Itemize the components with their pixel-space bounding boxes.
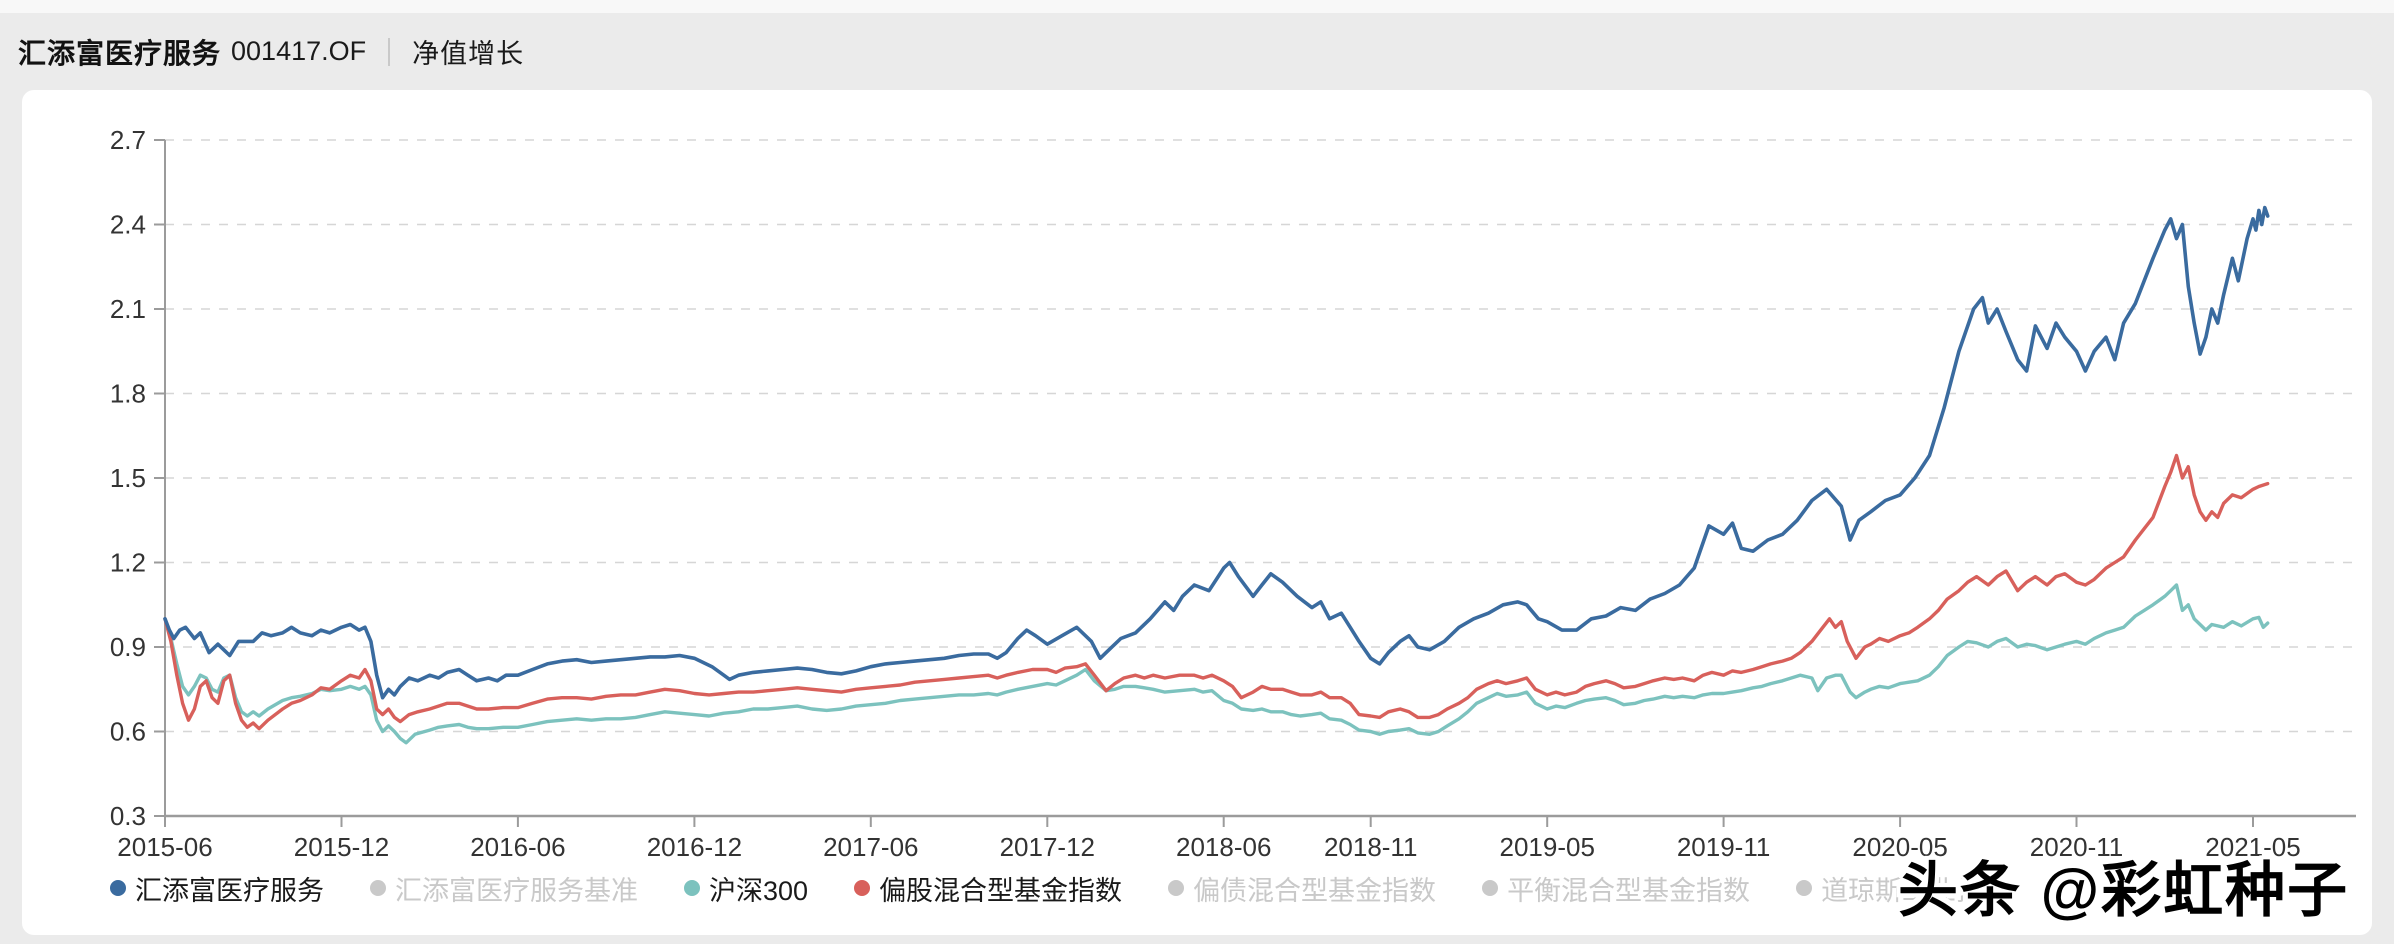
legend-dot-icon (1796, 880, 1813, 896)
chart-legend: 汇添富医疗服务 汇添富医疗服务基准 沪深300 偏股混合型基金指数 偏债混合型基金指数 平… (110, 869, 2010, 907)
fund-title: 汇添富医疗服务 (18, 37, 222, 69)
legend-dot-icon (684, 880, 700, 896)
legend-item-3[interactable]: 偏股混合型基金指数 (854, 869, 1122, 908)
watermark: 头条 @彩虹种子 (1898, 857, 2350, 924)
chart-subtitle: 净值增长 (412, 39, 525, 69)
legend-item-4[interactable]: 偏债混合型基金指数 (1168, 869, 1436, 908)
legend-item-0[interactable]: 汇添富医疗服务 (110, 869, 324, 908)
legend-label: 偏债混合型基金指数 (1193, 875, 1437, 906)
legend-item-5[interactable]: 平衡混合型基金指数 (1482, 869, 1750, 908)
legend-label: 沪深300 (709, 875, 809, 906)
legend-label: 汇添富医疗服务基准 (395, 875, 638, 906)
legend-dot-icon (370, 880, 386, 896)
legend-label: 道琼斯工业指数 (1821, 875, 2011, 906)
legend-item-6[interactable]: 道琼斯工业指数 (1796, 869, 2010, 908)
top-strip (0, 0, 2394, 13)
legend-label: 平衡混合型基金指数 (1507, 875, 1751, 906)
legend-label: 汇添富医疗服务 (135, 875, 324, 906)
legend-dot-icon (1482, 880, 1499, 896)
legend-label: 偏股混合型基金指数 (879, 875, 1123, 906)
page-header: 汇添富医疗服务 001417.OF 净值增长 (0, 13, 2394, 90)
legend-dot-icon (1168, 880, 1185, 896)
legend-dot-icon (110, 880, 126, 896)
header-divider (388, 37, 391, 66)
legend-item-2[interactable]: 沪深300 (684, 869, 808, 908)
legend-item-1[interactable]: 汇添富医疗服务基准 (370, 869, 638, 908)
chart-card (22, 90, 2372, 935)
fund-code: 001417.OF (231, 36, 367, 66)
legend-dot-icon (854, 880, 871, 896)
